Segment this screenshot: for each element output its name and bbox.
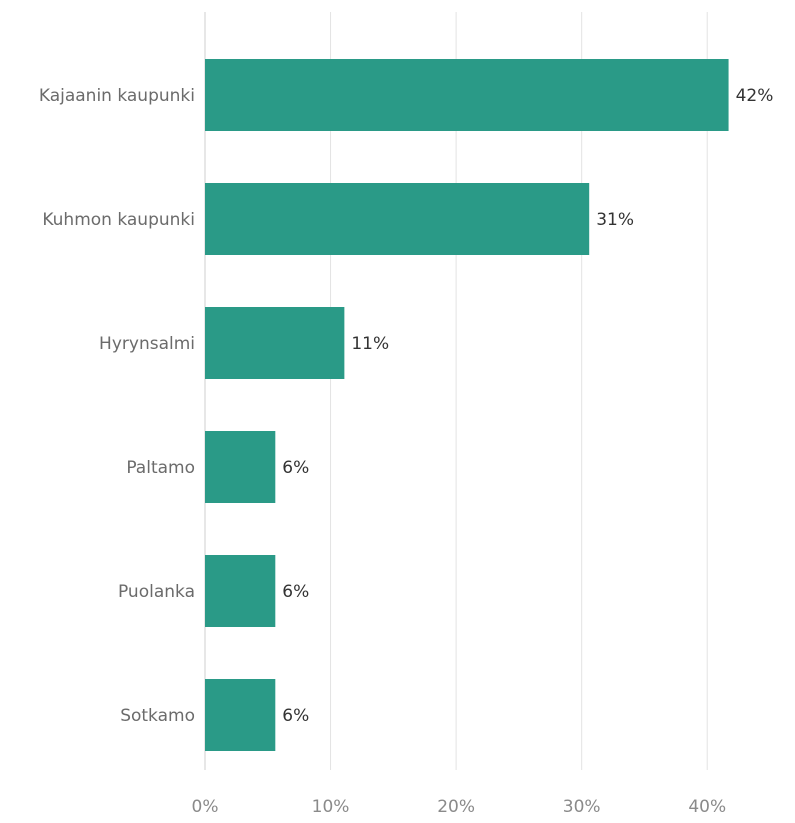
value-label: 11% (351, 334, 389, 354)
bar (205, 679, 276, 751)
value-label: 42% (736, 86, 774, 106)
bar (205, 183, 590, 255)
x-tick-label: 30% (563, 797, 601, 817)
category-label: Paltamo (126, 458, 195, 478)
bar (205, 431, 276, 503)
value-label: 6% (282, 582, 309, 602)
bar (205, 555, 276, 627)
value-label: 6% (282, 458, 309, 478)
category-label: Puolanka (118, 582, 195, 602)
category-labels: Kajaanin kaupunki Kuhmon kaupunki Hyrynsal… (39, 86, 195, 726)
x-axis-tick-labels: 0% 10% 20% 30% 40% (192, 797, 727, 817)
category-label: Sotkamo (120, 706, 195, 726)
bar (205, 307, 345, 379)
gridlines (204, 12, 708, 770)
bar (205, 59, 729, 131)
x-tick-label: 0% (192, 797, 219, 817)
category-label: Kuhmon kaupunki (42, 210, 195, 230)
category-label: Kajaanin kaupunki (39, 86, 195, 106)
value-label: 6% (282, 706, 309, 726)
x-tick-label: 40% (688, 797, 726, 817)
category-label: Hyrynsalmi (99, 334, 195, 354)
value-label: 31% (596, 210, 634, 230)
bars (205, 59, 729, 751)
value-labels: 42% 31% 11% 6% 6% 6% (282, 86, 773, 726)
x-tick-label: 20% (437, 797, 475, 817)
x-tick-label: 10% (312, 797, 350, 817)
